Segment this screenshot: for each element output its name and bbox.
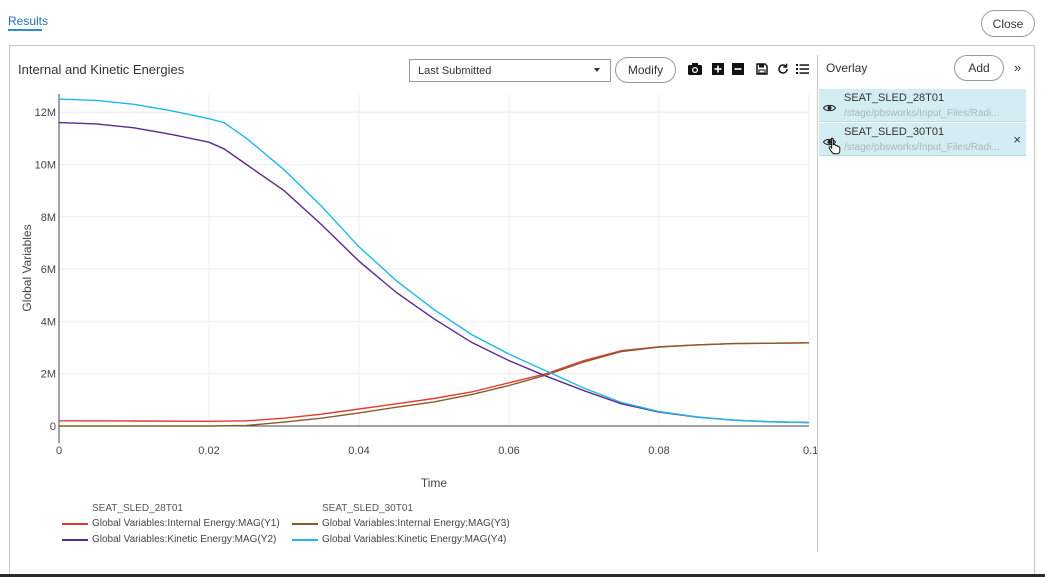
legend-label: Global Variables:Internal Energy:MAG(Y3) xyxy=(322,518,510,529)
legend-group-title: SEAT_SLED_28T01 xyxy=(92,503,183,514)
legend-label: Global Variables:Kinetic Energy:MAG(Y4) xyxy=(322,534,507,545)
overlay-item-name: SEAT_SLED_30T01 xyxy=(844,126,945,138)
legend-swatch xyxy=(292,522,318,525)
overlay-item[interactable]: SEAT_SLED_30T01 /stage/pbsworks/Input_Fi… xyxy=(819,123,1026,156)
overlay-item[interactable]: SEAT_SLED_28T01 /stage/pbsworks/Input_Fi… xyxy=(819,89,1026,122)
legend-item[interactable]: Global Variables:Kinetic Energy:MAG(Y4) xyxy=(292,534,506,545)
legend-swatch xyxy=(62,538,88,541)
overlay-item-name: SEAT_SLED_28T01 xyxy=(844,92,945,104)
expand-sidebar-icon[interactable]: » xyxy=(1014,60,1022,75)
reset-icon[interactable] xyxy=(776,62,790,76)
list-icon[interactable] xyxy=(795,62,809,76)
run-select-value: Last Submitted xyxy=(418,64,492,77)
eye-icon[interactable] xyxy=(822,100,837,112)
overlay-title: Overlay xyxy=(826,61,868,75)
hand-cursor-icon xyxy=(828,137,841,155)
remove-overlay-icon[interactable]: × xyxy=(1013,132,1021,147)
legend-item[interactable]: Global Variables:Internal Energy:MAG(Y3) xyxy=(292,518,510,529)
legend-swatch xyxy=(292,538,318,541)
legend-label: Global Variables:Internal Energy:MAG(Y1) xyxy=(92,518,280,529)
window-bottom-edge xyxy=(0,574,1045,577)
chart-title: Internal and Kinetic Energies xyxy=(18,62,185,77)
legend-label: Global Variables:Kinetic Energy:MAG(Y2) xyxy=(92,534,277,545)
legend-group-title: SEAT_SLED_30T01 xyxy=(322,503,413,514)
camera-icon[interactable] xyxy=(688,62,702,76)
legend-item[interactable]: Global Variables:Internal Energy:MAG(Y1) xyxy=(62,518,280,529)
close-button[interactable]: Close xyxy=(981,10,1035,37)
eye-icon[interactable] xyxy=(822,134,837,146)
run-select[interactable]: Last Submitted xyxy=(409,59,611,82)
tab-results-underline xyxy=(8,29,42,31)
zoom-in-icon[interactable] xyxy=(711,62,725,76)
zoom-out-icon[interactable] xyxy=(731,62,745,76)
sidebar-divider xyxy=(817,55,818,552)
legend-swatch xyxy=(62,522,88,525)
overlay-item-path: /stage/pbsworks/Input_Files/Radi... xyxy=(844,142,1000,153)
tab-results[interactable]: Results xyxy=(8,14,49,28)
add-overlay-button[interactable]: Add xyxy=(954,55,1004,81)
overlay-item-path: /stage/pbsworks/Input_Files/Radi... xyxy=(844,108,1000,119)
caret-down-icon xyxy=(594,68,600,72)
modify-button[interactable]: Modify xyxy=(615,57,676,83)
save-icon[interactable] xyxy=(755,62,769,76)
legend-item[interactable]: Global Variables:Kinetic Energy:MAG(Y2) xyxy=(62,534,276,545)
